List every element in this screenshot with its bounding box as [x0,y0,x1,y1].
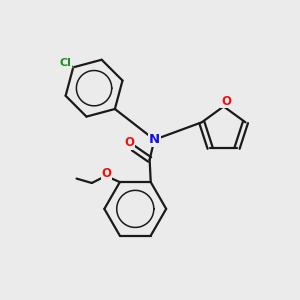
Text: O: O [221,94,231,108]
Text: N: N [149,133,160,146]
Text: O: O [124,136,134,149]
Text: O: O [102,167,112,180]
Text: Cl: Cl [60,58,72,68]
